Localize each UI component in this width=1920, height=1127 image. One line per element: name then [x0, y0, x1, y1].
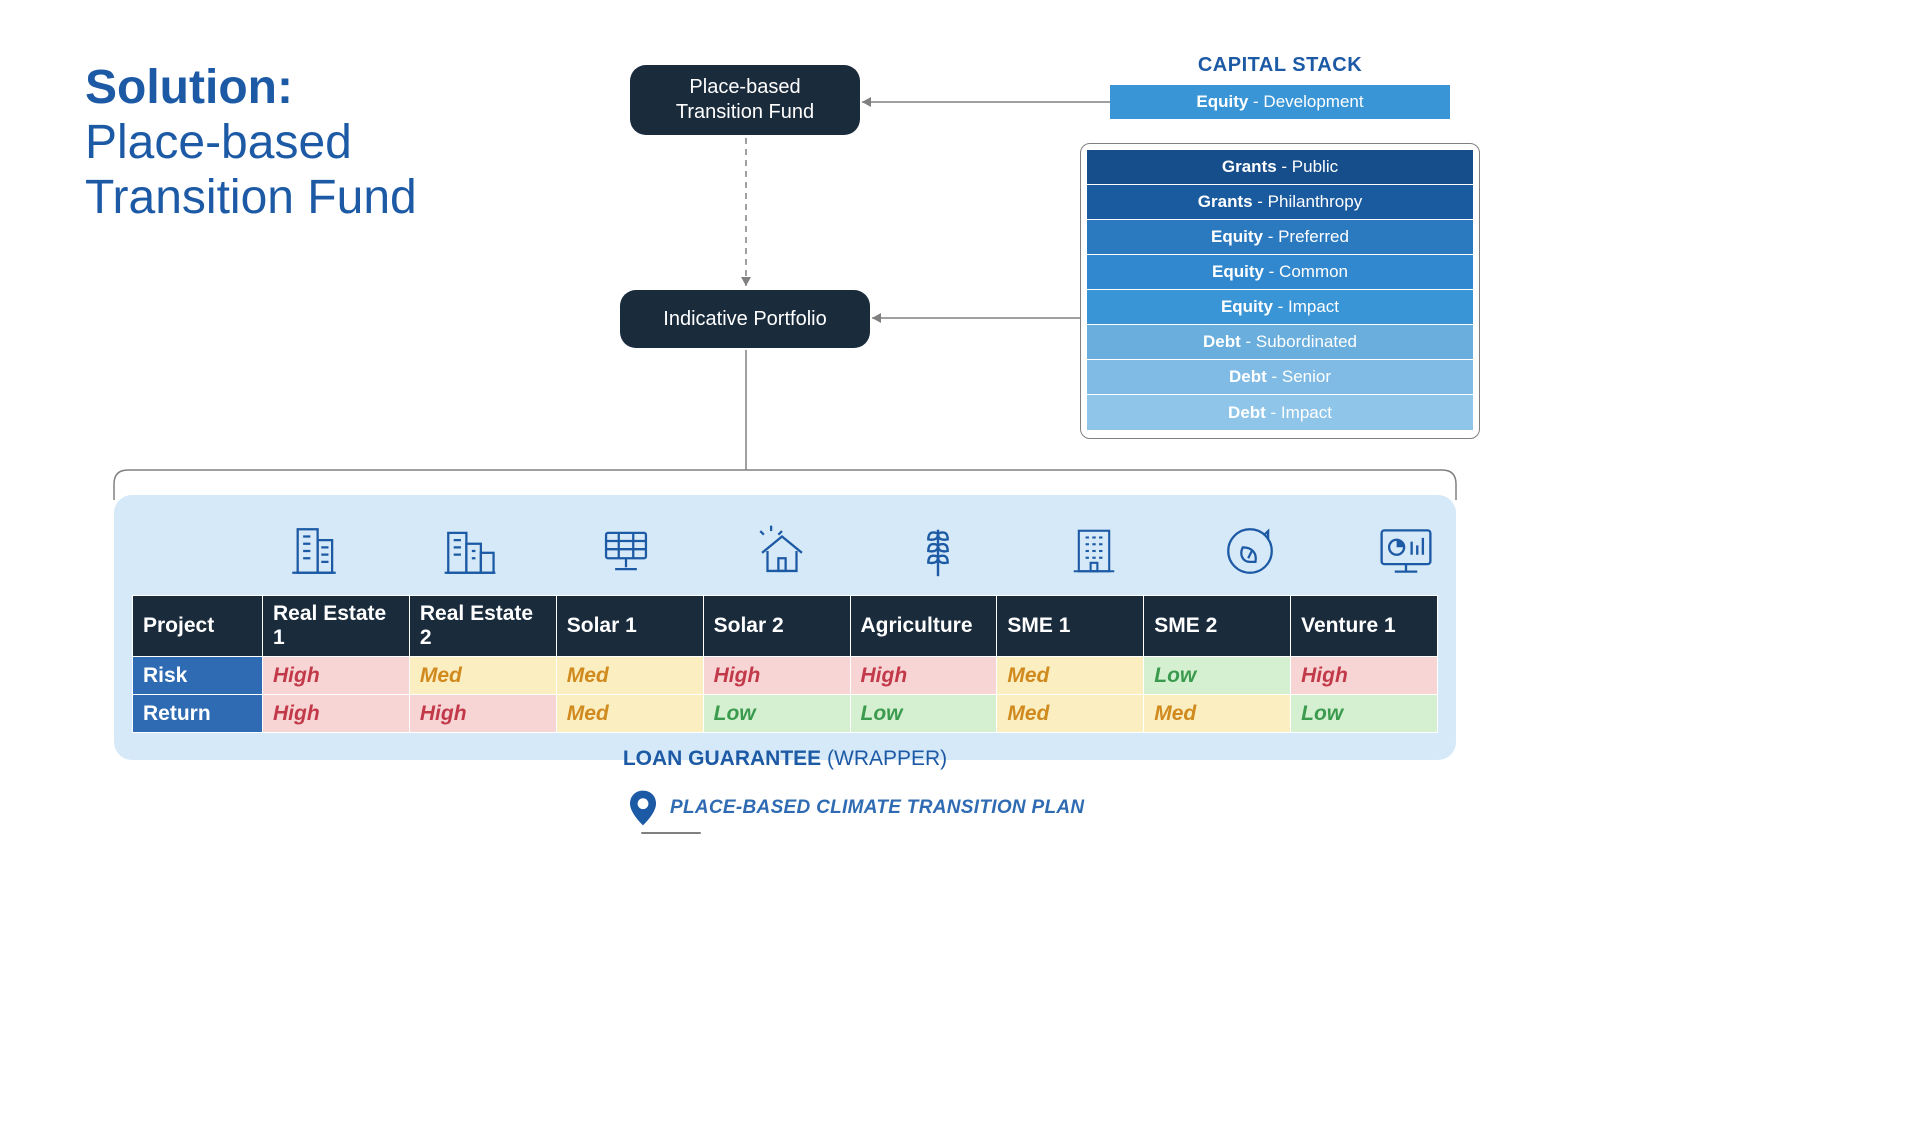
portfolio-table: ProjectReal Estate 1Real Estate 2Solar 1…	[132, 595, 1438, 733]
dashboard-icon	[1374, 519, 1438, 583]
col-head: Real Estate 1	[263, 596, 410, 657]
table-cell: Low	[1144, 657, 1291, 695]
table-cell: Low	[850, 695, 997, 733]
capital-stack-row: Equity - Preferred	[1087, 220, 1473, 255]
footer-rest: (WRAPPER)	[821, 747, 947, 770]
capital-stack-row: Grants - Public	[1087, 150, 1473, 185]
table-cell: High	[1291, 657, 1438, 695]
eqdev-rest: - Development	[1248, 92, 1363, 111]
table-cell: Med	[1144, 695, 1291, 733]
title-line2: Transition Fund	[85, 170, 585, 225]
eqdev-bold: Equity	[1196, 92, 1248, 111]
capital-stack-row: Debt - Subordinated	[1087, 325, 1473, 360]
col-head: Real Estate 2	[409, 596, 556, 657]
capital-stack-row: Equity - Common	[1087, 255, 1473, 290]
pin-icon	[630, 790, 656, 826]
table-cell: High	[263, 695, 410, 733]
table-cell: Low	[1291, 695, 1438, 733]
equity-development-bar: Equity - Development	[1110, 85, 1450, 119]
capital-stack-row: Debt - Senior	[1087, 360, 1473, 395]
node-fund: Place-basedTransition Fund	[630, 65, 860, 135]
wheat-icon	[906, 519, 970, 583]
plan-underline	[641, 832, 701, 834]
solar-house-icon	[750, 519, 814, 583]
slide: Solution: Place-based Transition Fund Pl…	[50, 30, 1500, 860]
col-head: Venture 1	[1291, 596, 1438, 657]
row-head: Return	[133, 695, 263, 733]
portfolio-icon-row	[132, 513, 1438, 583]
building-icon	[282, 519, 346, 583]
office-icon	[1062, 519, 1126, 583]
col-head: Agriculture	[850, 596, 997, 657]
footer-bold: LOAN GUARANTEE	[623, 747, 821, 770]
capital-stack-row: Equity - Impact	[1087, 290, 1473, 325]
table-cell: High	[263, 657, 410, 695]
col-head: Solar 2	[703, 596, 850, 657]
title-line1: Place-based	[85, 115, 585, 170]
table-cell: High	[703, 657, 850, 695]
plan-label-row: PLACE-BASED CLIMATE TRANSITION PLAN	[630, 790, 1084, 826]
table-cell: High	[850, 657, 997, 695]
col-head: SME 2	[1144, 596, 1291, 657]
table-cell: Med	[556, 695, 703, 733]
col-head: Project	[133, 596, 263, 657]
leaf-cycle-icon	[1218, 519, 1282, 583]
portfolio-panel: ProjectReal Estate 1Real Estate 2Solar 1…	[114, 495, 1456, 760]
table-cell: Low	[703, 695, 850, 733]
table-cell: Med	[409, 657, 556, 695]
capital-stack-row: Grants - Philanthropy	[1087, 185, 1473, 220]
solar-panel-icon	[594, 519, 658, 583]
capital-stack-row: Debt - Impact	[1087, 395, 1473, 430]
title-bold: Solution:	[85, 60, 585, 115]
table-cell: Med	[997, 695, 1144, 733]
capital-stack-box: Grants - PublicGrants - PhilanthropyEqui…	[1080, 143, 1480, 439]
table-cell: High	[409, 695, 556, 733]
buildings-icon	[438, 519, 502, 583]
col-head: Solar 1	[556, 596, 703, 657]
loan-guarantee-label: LOAN GUARANTEE (WRAPPER)	[132, 747, 1438, 771]
table-cell: Med	[556, 657, 703, 695]
node-portfolio: Indicative Portfolio	[620, 290, 870, 348]
plan-label-text: PLACE-BASED CLIMATE TRANSITION PLAN	[670, 797, 1084, 819]
slide-title: Solution: Place-based Transition Fund	[85, 60, 585, 226]
table-cell: Med	[997, 657, 1144, 695]
col-head: SME 1	[997, 596, 1144, 657]
capital-stack-title: CAPITAL STACK	[1110, 54, 1450, 77]
row-head: Risk	[133, 657, 263, 695]
